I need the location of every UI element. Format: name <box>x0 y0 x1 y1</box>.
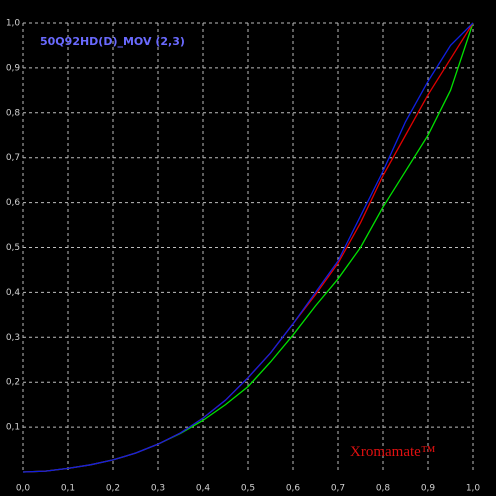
y-tick-label: 0,8 <box>6 108 21 118</box>
y-tick-label: 0,4 <box>6 288 21 298</box>
x-tick-label: 0,7 <box>331 484 345 494</box>
y-tick-label: 0,5 <box>6 243 20 253</box>
grid <box>22 22 474 472</box>
x-tick-label: 0,0 <box>16 484 31 494</box>
x-tick-label: 1,0 <box>466 484 481 494</box>
x-tick-label: 0,5 <box>241 484 255 494</box>
y-tick-label: 0,3 <box>6 333 20 343</box>
y-tick-label: 0,6 <box>6 198 21 208</box>
x-tick-label: 0,3 <box>151 484 165 494</box>
y-tick-label: 0,1 <box>6 423 20 433</box>
y-tick-label: 0,7 <box>6 153 20 163</box>
x-tick-label: 0,2 <box>106 484 120 494</box>
series-line <box>22 22 474 473</box>
x-tick-label: 0,1 <box>61 484 75 494</box>
y-tick-label: 1,0 <box>6 19 21 29</box>
y-tick-label: 0,2 <box>6 378 20 388</box>
chart-title: 50Q92HD(D)_MOV (2,3) <box>40 35 185 48</box>
lines <box>22 22 474 473</box>
x-tick-label: 0,9 <box>421 484 436 494</box>
watermark: Xromamate™ <box>350 444 436 460</box>
y-tick-label: 0,9 <box>6 63 21 73</box>
x-tick-label: 0,6 <box>286 484 301 494</box>
x-tick-label: 0,4 <box>196 484 211 494</box>
x-tick-label: 0,8 <box>376 484 391 494</box>
